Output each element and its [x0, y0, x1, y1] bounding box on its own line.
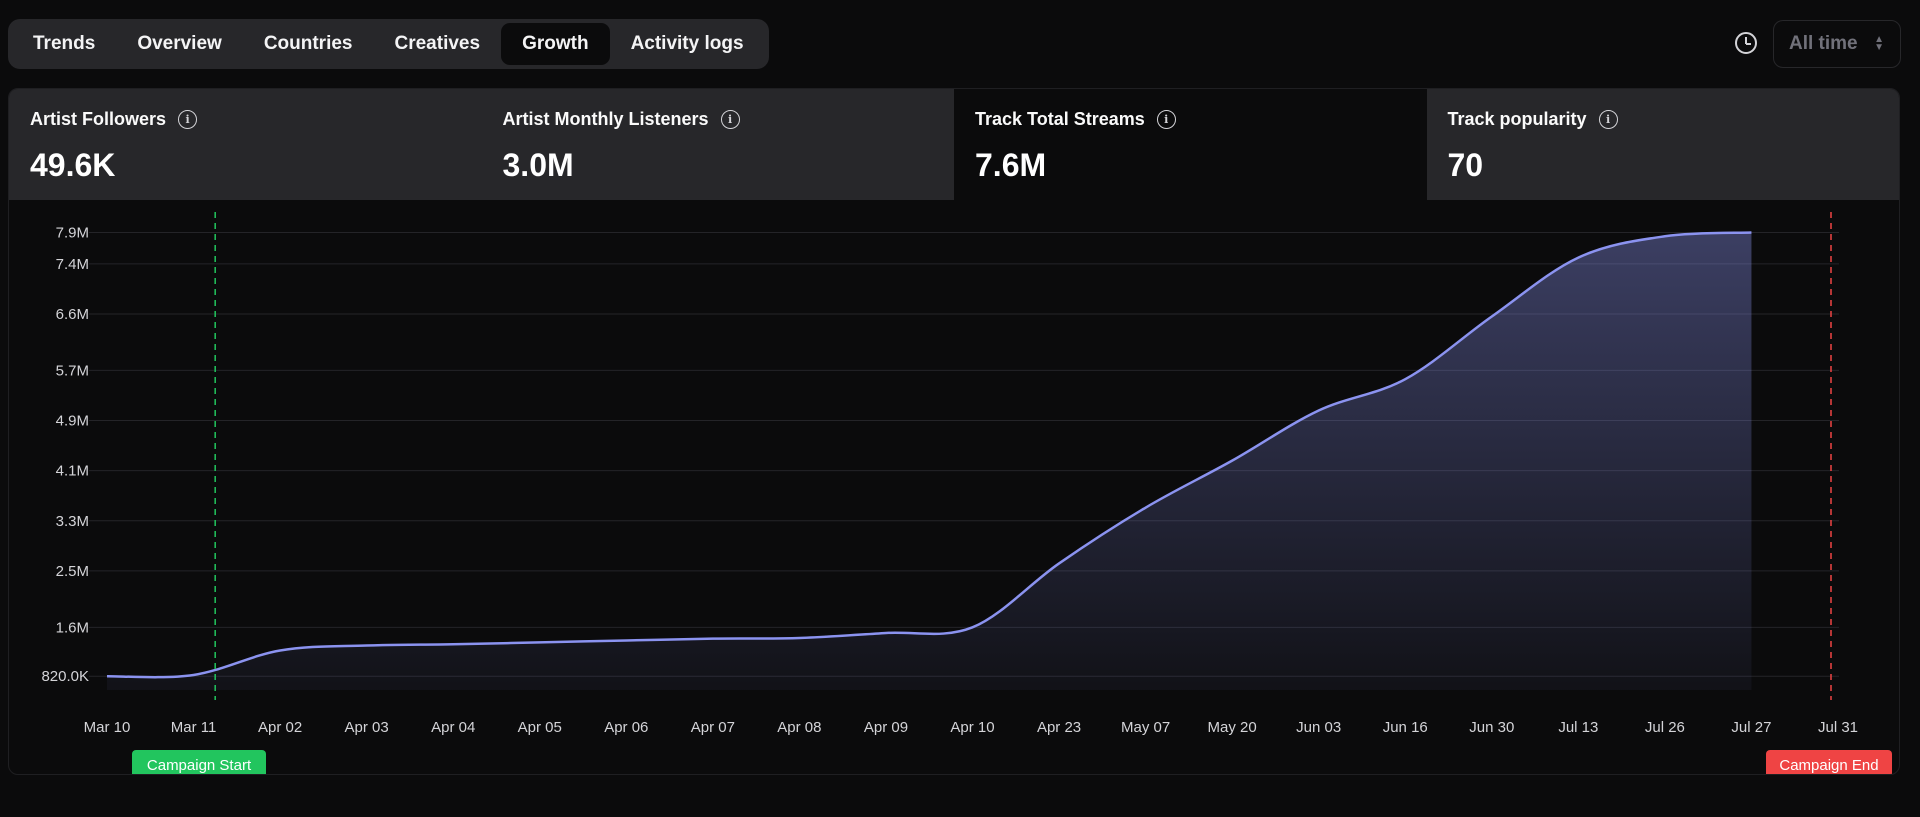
metric-card-value: 49.6K [30, 147, 116, 183]
info-icon[interactable]: i [1156, 109, 1176, 129]
metric-card-title: Track Total Streams i [975, 108, 1406, 130]
y-tick-label: 5.7M [56, 362, 89, 379]
x-tick-label: Mar 11 [171, 719, 217, 736]
metric-card-title-text: Artist Followers [30, 108, 167, 129]
metric-card-track-popularity[interactable]: Track popularity i 70 [1426, 89, 1899, 200]
x-tick-label: Jul 13 [1558, 719, 1598, 736]
x-tick-label: Jul 31 [1818, 719, 1858, 736]
growth-panel: Artist Followers i 49.6K Artist Monthly Lis… [8, 88, 1900, 775]
x-tick-label: Apr 06 [604, 719, 648, 736]
tab-countries[interactable]: Countries [263, 33, 353, 54]
tab-overview[interactable]: Overview [137, 33, 222, 54]
x-tick-label: Mar 10 [84, 719, 131, 736]
clock-icon[interactable] [1735, 32, 1757, 54]
y-tick-label: 6.6M [56, 306, 89, 323]
campaign-marker-badge [1766, 750, 1892, 774]
metric-cards: Artist Followers i 49.6K Artist Monthly Lis… [9, 89, 1899, 200]
tab-growth[interactable]: Growth [501, 23, 610, 65]
y-tick-label: 2.5M [56, 563, 89, 580]
x-tick-label: Jun 30 [1469, 719, 1514, 736]
x-tick-label: Jun 03 [1296, 719, 1341, 736]
x-tick-label: Apr 07 [691, 719, 735, 736]
tab-bar: Trends Overview Countries Creatives Growth Ac… [8, 19, 769, 69]
metric-card-title: Artist Followers i [30, 108, 461, 130]
metric-card-title: Artist Monthly Listeners i [503, 108, 934, 130]
tab-activity-logs[interactable]: Activity logs [630, 33, 744, 54]
y-tick-label: 3.3M [56, 513, 89, 530]
metric-card-artist-monthly-listeners[interactable]: Artist Monthly Listeners i 3.0M [481, 89, 954, 200]
x-tick-label: Jul 26 [1645, 719, 1685, 736]
metric-card-title-text: Track Total Streams [975, 108, 1145, 129]
campaign-start-label: Campaign Start [147, 757, 252, 774]
y-tick-label: 820.0K [41, 668, 89, 685]
x-tick-label: Apr 02 [258, 719, 302, 736]
x-tick-label: Jun 16 [1383, 719, 1428, 736]
time-range-label: All time [1789, 33, 1858, 54]
series-line [106, 231, 1752, 679]
x-tick-label: May 20 [1208, 719, 1257, 736]
campaign-end-label: Campaign End [1779, 757, 1878, 774]
metric-card-title: Track popularity i [1448, 108, 1879, 130]
metric-card-title-text: Artist Monthly Listeners [502, 108, 709, 129]
y-tick-label: 4.9M [56, 413, 89, 430]
x-tick-label: Apr 05 [518, 719, 562, 736]
tab-creatives[interactable]: Creatives [394, 33, 481, 54]
info-icon[interactable]: i [178, 109, 198, 129]
metric-card-artist-followers[interactable]: Artist Followers i 49.6K [9, 89, 482, 200]
time-range-select[interactable]: All time ▲ ▼ [1773, 20, 1901, 68]
tab-trends[interactable]: Trends [33, 33, 96, 54]
metric-card-title-text: Track popularity [1447, 108, 1587, 129]
info-icon[interactable]: i [1598, 109, 1618, 129]
x-tick-label: Apr 03 [345, 719, 389, 736]
series-area [107, 232, 1752, 690]
streams-area-chart: 820.0K 1.6M 2.5M 3.3M 4.1M 4.9M 5.7M 6.6M 7.4M 7.… [41, 212, 1892, 774]
x-tick-label: May 07 [1121, 719, 1170, 736]
campaign-marker-badge [132, 750, 266, 774]
metric-card-value: 70 [1447, 147, 1484, 183]
x-tick-label: Apr 10 [950, 719, 994, 736]
chevron-up-down-icon: ▲ ▼ [1874, 34, 1884, 53]
y-tick-label: 4.1M [56, 463, 89, 480]
metric-card-value: 7.6M [975, 147, 1047, 183]
metric-card-track-total-streams[interactable]: Track Total Streams i 7.6M [954, 89, 1427, 200]
x-tick-label: Apr 23 [1037, 719, 1081, 736]
y-tick-label: 7.9M [56, 225, 89, 242]
x-tick-label: Apr 08 [777, 719, 821, 736]
x-tick-label: Jul 27 [1731, 719, 1771, 736]
x-tick-label: Apr 04 [431, 719, 475, 736]
y-tick-label: 1.6M [56, 619, 89, 636]
x-tick-label: Apr 09 [864, 719, 908, 736]
y-tick-label: 7.4M [56, 256, 89, 273]
metric-card-value: 3.0M [502, 147, 574, 183]
info-icon[interactable]: i [720, 109, 740, 129]
